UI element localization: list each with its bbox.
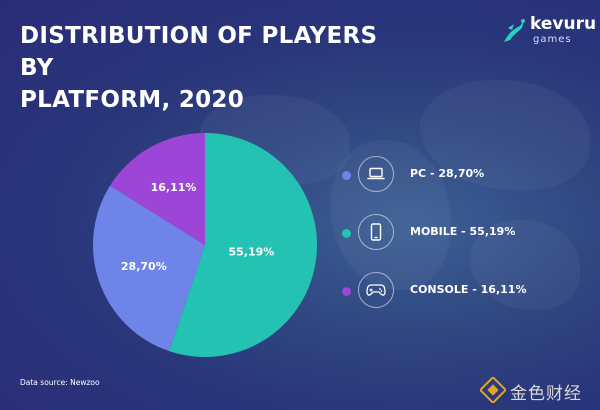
title-line-1: DISTRIBUTION OF PLAYERS BY — [20, 23, 378, 81]
gamepad-icon — [358, 272, 394, 308]
logo-subtitle: games — [533, 34, 572, 45]
legend-swatch — [342, 287, 351, 296]
legend-item-console: CONSOLE - 16,11% — [342, 272, 562, 312]
pie-slice-mobile — [169, 133, 317, 357]
kevuru-logo: kevuru games — [500, 14, 596, 54]
legend-swatch — [342, 229, 351, 238]
kevuru-logo-mark-icon — [504, 19, 525, 42]
legend-label: PC - 28,70% — [410, 167, 485, 180]
legend-label: CONSOLE - 16,11% — [410, 283, 527, 296]
title-line-2: PLATFORM, 2020 — [20, 87, 245, 113]
legend-label: MOBILE - 55,19% — [410, 225, 516, 238]
pie-slice-label-pc: 28,70% — [121, 260, 167, 273]
laptop-icon — [358, 156, 394, 192]
legend-swatch — [342, 171, 351, 180]
world-map-background — [420, 80, 590, 190]
world-map-background — [470, 220, 580, 310]
legend-item-mobile: MOBILE - 55,19% — [342, 214, 562, 254]
smartphone-icon — [358, 214, 394, 250]
pie-slice-pc — [92, 185, 205, 352]
pie-chart: 55,19% 28,70% 16,11% — [92, 133, 317, 357]
data-source: Data source: Newzoo — [20, 378, 100, 387]
watermark-text: 金色财经 — [510, 384, 582, 404]
watermark: 金色财经 — [478, 376, 596, 404]
watermark-logo-icon — [480, 377, 506, 403]
legend-item-pc: PC - 28,70% — [342, 156, 562, 196]
pie-slice-console — [110, 133, 205, 245]
pie-slice-label-console: 16,11% — [151, 181, 197, 194]
chart-title: DISTRIBUTION OF PLAYERS BY PLATFORM, 202… — [20, 20, 400, 116]
logo-name: kevuru — [530, 14, 597, 34]
pie-slice-label-mobile: 55,19% — [229, 246, 275, 259]
